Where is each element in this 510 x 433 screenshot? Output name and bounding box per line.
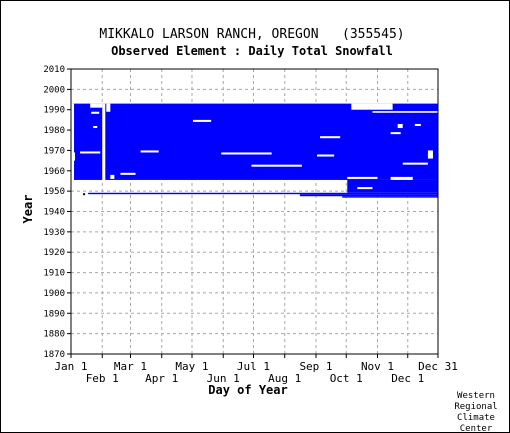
missing-data-gap xyxy=(372,111,438,113)
missing-data-gap xyxy=(80,151,101,154)
missing-data-gap xyxy=(390,132,401,135)
x-tick-label: Oct 1 xyxy=(330,372,363,385)
credit-line: Center xyxy=(460,424,493,433)
missing-data-gap xyxy=(251,164,302,167)
snowfall-observations xyxy=(71,103,438,198)
observation-point xyxy=(83,193,86,196)
missing-data-gap xyxy=(347,176,378,179)
missing-data-gap xyxy=(357,187,373,190)
x-tick-label: Sep 1 xyxy=(299,360,332,373)
x-tick-label: Aug 1 xyxy=(268,372,301,385)
missing-data-gap xyxy=(90,103,103,108)
x-tick-label: Dec 31 xyxy=(418,360,458,373)
observation-block xyxy=(347,179,438,193)
y-tick-label: 1970 xyxy=(43,146,65,156)
x-tick-label: Jul 1 xyxy=(237,360,270,373)
missing-data-gap xyxy=(351,103,393,110)
x-axis-label: Day of Year xyxy=(208,383,287,397)
missing-data-gap xyxy=(71,103,75,180)
y-tick-label: 1990 xyxy=(43,106,65,116)
credit-line: Western xyxy=(457,391,495,401)
y-tick-label: 1890 xyxy=(43,309,65,319)
x-tick-label: Feb 1 xyxy=(86,372,119,385)
credit-line: Climate xyxy=(457,413,495,423)
y-tick-label: 2000 xyxy=(43,85,65,95)
y-tick-label: 1900 xyxy=(43,289,65,299)
observation-block xyxy=(71,103,438,180)
chart-title: MIKKALO LARSON RANCH, OREGON (355545) xyxy=(99,27,404,42)
y-tick-label: 1930 xyxy=(43,228,65,238)
missing-data-gap xyxy=(320,136,341,139)
missing-data-gap xyxy=(106,103,111,112)
chart-subtitle: Observed Element : Daily Total Snowfall xyxy=(111,44,393,58)
y-tick-label: 1950 xyxy=(43,187,65,197)
observation-block xyxy=(299,194,438,197)
missing-data-gap xyxy=(192,119,212,122)
observation-block xyxy=(342,196,438,198)
x-tick-label: Apr 1 xyxy=(145,372,178,385)
y-tick-label: 1940 xyxy=(43,208,65,218)
credit-text: Western Regional Climate Center xyxy=(454,391,497,433)
y-tick-label: 1880 xyxy=(43,330,65,340)
y-axis-ticks: 1870 1880 1890 1900 1910 1920 1930 1940 1950 1960… xyxy=(43,65,71,360)
missing-data-gap xyxy=(120,172,136,175)
y-tick-label: 1870 xyxy=(43,350,65,360)
observation-block xyxy=(88,192,438,195)
missing-data-gap xyxy=(221,152,272,155)
missing-data-gap xyxy=(102,103,106,180)
missing-data-gap xyxy=(414,123,421,126)
missing-data-gap xyxy=(427,150,433,159)
missing-data-gap xyxy=(390,176,413,180)
missing-data-gap xyxy=(397,123,403,129)
missing-data-gap xyxy=(317,154,335,157)
y-tick-label: 1980 xyxy=(43,126,65,136)
missing-data-gap xyxy=(110,174,115,179)
x-tick-label: Dec 1 xyxy=(391,372,424,385)
missing-data-gap xyxy=(402,162,428,165)
missing-data-gap xyxy=(140,150,159,153)
x-tick-label: Nov 1 xyxy=(361,360,394,373)
x-tick-label: Jun 1 xyxy=(207,372,240,385)
x-tick-label: Jan 1 xyxy=(54,360,87,373)
y-tick-label: 1910 xyxy=(43,269,65,279)
y-tick-label: 2010 xyxy=(43,65,65,75)
y-tick-label: 1960 xyxy=(43,167,65,177)
y-axis-label: Year xyxy=(21,195,35,224)
missing-data-gap xyxy=(91,111,100,114)
credit-line: Regional xyxy=(454,402,497,412)
missing-data-gap xyxy=(71,152,76,161)
x-tick-label: May 1 xyxy=(175,360,208,373)
y-tick-label: 1920 xyxy=(43,248,65,258)
missing-data-gap xyxy=(93,126,98,129)
x-tick-label: Mar 1 xyxy=(114,360,147,373)
x-axis-ticks: Jan 1 Mar 1 May 1 Jul 1 Sep 1 Nov 1 Dec 31 Feb … xyxy=(54,354,458,385)
